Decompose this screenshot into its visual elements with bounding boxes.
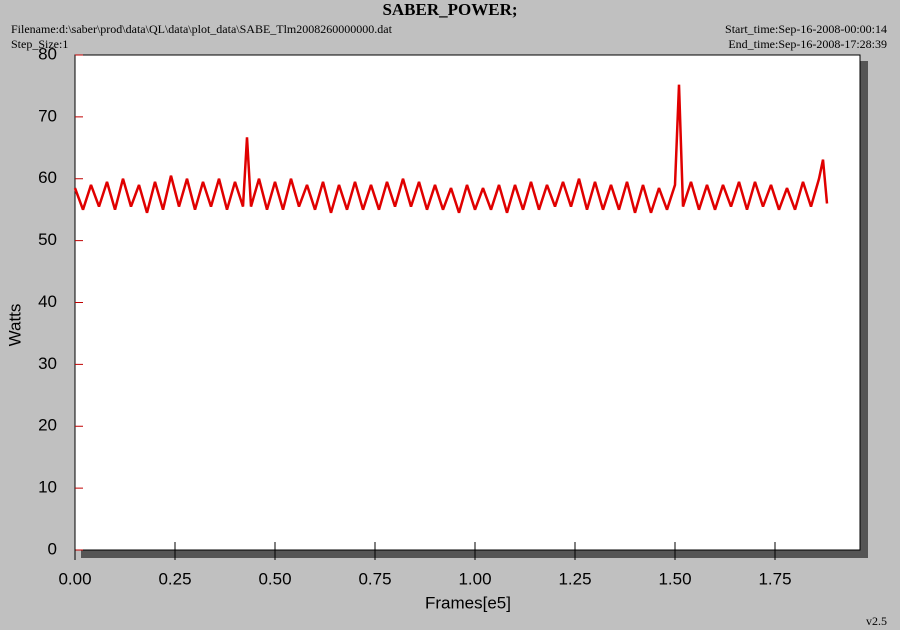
filename: Filename:d:\saber\prod\data\QL\data\plot… (11, 22, 393, 36)
step-size: Step_Size:1 (11, 37, 68, 51)
x-tick-label: 1.50 (658, 569, 691, 588)
y-axis-label: Watts (5, 304, 24, 347)
x-tick-label: 0.50 (258, 569, 291, 588)
x-tick-label: 1.75 (758, 569, 791, 588)
x-tick-label: 0.75 (358, 569, 391, 588)
start-time: Start_time:Sep-16-2008-00:00:14 (725, 22, 887, 36)
y-tick-label: 70 (38, 106, 57, 125)
chart-title: SABER_POWER; (382, 0, 517, 19)
plot-area (74, 54, 861, 551)
x-tick-label: 0.00 (58, 569, 91, 588)
y-tick-label: 80 (38, 44, 57, 63)
x-tick-label: 0.25 (158, 569, 191, 588)
end-time: End_time:Sep-16-2008-17:28:39 (728, 37, 887, 51)
x-axis-label: Frames[e5] (425, 593, 511, 612)
y-tick-label: 50 (38, 230, 57, 249)
version: v2.5 (866, 614, 887, 628)
y-tick-label: 0 (48, 539, 57, 558)
y-tick-label: 30 (38, 354, 57, 373)
y-tick-label: 20 (38, 416, 57, 435)
data-line (73, 84, 829, 214)
y-tick-label: 10 (38, 478, 57, 497)
y-tick-label: 60 (38, 168, 57, 187)
y-tick-label: 40 (38, 292, 57, 311)
x-tick-label: 1.00 (458, 569, 491, 588)
x-tick-label: 1.25 (558, 569, 591, 588)
